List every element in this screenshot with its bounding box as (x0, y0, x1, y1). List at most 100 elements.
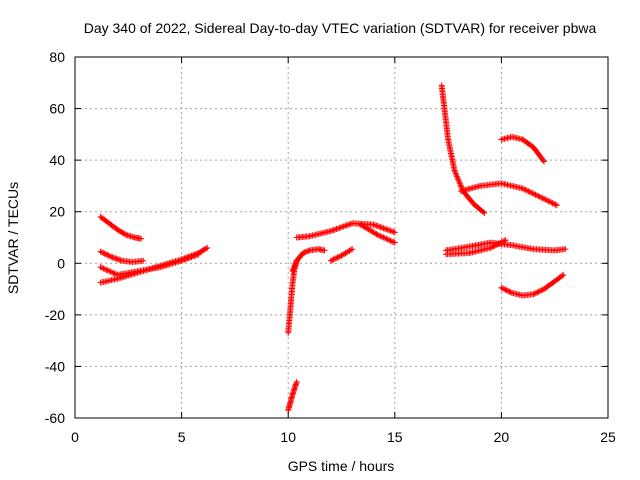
axis-ticks: 0 5 10 15 20 25 -60 -40 -20 0 20 40 60 80 (45, 49, 616, 445)
data-point (336, 224, 343, 231)
x-tick-label: 0 (71, 429, 79, 445)
y-axis-label: SDTVAR / TECUs (5, 182, 21, 294)
data-point (560, 271, 567, 278)
data-point (194, 251, 201, 258)
data-point (105, 252, 112, 259)
data-point (140, 257, 147, 264)
data-point (380, 234, 387, 241)
data-point (337, 224, 344, 231)
data-point (100, 265, 107, 272)
series-arc-k (438, 82, 488, 217)
data-point (373, 222, 380, 229)
series-arc-c (97, 244, 211, 286)
data-point (452, 168, 459, 175)
data-point (457, 182, 464, 189)
x-tick-label: 15 (387, 429, 403, 445)
data-point (559, 272, 566, 279)
data-point (377, 224, 384, 231)
series-arc-h (357, 221, 398, 246)
data-point (562, 246, 569, 253)
chart-title: Day 340 of 2022, Sidereal Day-to-day VTE… (84, 20, 597, 36)
data-point (384, 226, 391, 233)
data-point (501, 286, 508, 293)
data-point (537, 288, 544, 295)
data-point (108, 269, 115, 276)
data-point (342, 222, 349, 229)
data-point (327, 228, 334, 235)
data-point (538, 194, 545, 201)
data-point (181, 256, 188, 263)
data-point (452, 170, 459, 177)
data-point (339, 223, 346, 230)
data-point (185, 255, 192, 262)
data-point (530, 291, 537, 298)
data-point (192, 252, 199, 259)
data-point (335, 253, 342, 260)
data-point (455, 177, 462, 184)
data-point (387, 227, 394, 234)
data-point (523, 187, 530, 194)
data-point (302, 248, 309, 255)
data-point (505, 288, 512, 295)
data-point (545, 197, 552, 204)
y-tick-label: 0 (57, 255, 65, 271)
data-point (550, 200, 557, 207)
data-point (384, 236, 391, 243)
series-arc-p (498, 271, 567, 299)
data-point (303, 248, 310, 255)
data-point (506, 288, 513, 295)
data-point (333, 225, 340, 232)
y-tick-label: -60 (45, 410, 65, 426)
data-point (526, 188, 533, 195)
data-point (507, 289, 514, 296)
data-point (334, 225, 341, 232)
data-point (321, 247, 328, 254)
data-point (292, 260, 299, 267)
data-point (327, 257, 334, 264)
x-axis-label: GPS time / hours (288, 458, 395, 474)
data-point (370, 221, 377, 228)
data-point (330, 227, 337, 234)
data-point (187, 254, 194, 261)
data-point (541, 195, 548, 202)
data-point (538, 287, 545, 294)
data-point (343, 222, 350, 229)
data-point (101, 266, 108, 273)
data-point (541, 158, 548, 165)
data-point (495, 240, 502, 247)
data-point (540, 157, 547, 164)
data-point (487, 244, 494, 251)
data-point (331, 255, 338, 262)
data-point (346, 221, 353, 228)
data-point (202, 245, 209, 252)
data-point (333, 255, 340, 262)
data-point (189, 253, 196, 260)
data-point (501, 237, 508, 244)
data-point (490, 243, 497, 250)
y-tick-label: 80 (49, 49, 65, 65)
data-point (110, 269, 117, 276)
data-point (290, 266, 297, 273)
data-point (374, 231, 381, 238)
data-point (180, 257, 187, 264)
x-tick-label: 10 (280, 429, 296, 445)
grid (75, 57, 608, 418)
data-point (195, 251, 202, 258)
data-point (191, 252, 198, 259)
x-tick-label: 20 (494, 429, 510, 445)
data-point (381, 235, 388, 242)
data-point (543, 197, 550, 204)
data-point (549, 200, 556, 207)
data-point (522, 186, 529, 193)
data-point (535, 288, 542, 295)
data-point (188, 253, 195, 260)
data-point (391, 239, 398, 246)
data-point (107, 268, 114, 275)
x-tick-label: 25 (600, 429, 616, 445)
data-point (380, 225, 387, 232)
data-point (499, 285, 506, 292)
data-point (502, 286, 509, 293)
x-tick-label: 5 (178, 429, 186, 445)
data-point (531, 290, 538, 297)
